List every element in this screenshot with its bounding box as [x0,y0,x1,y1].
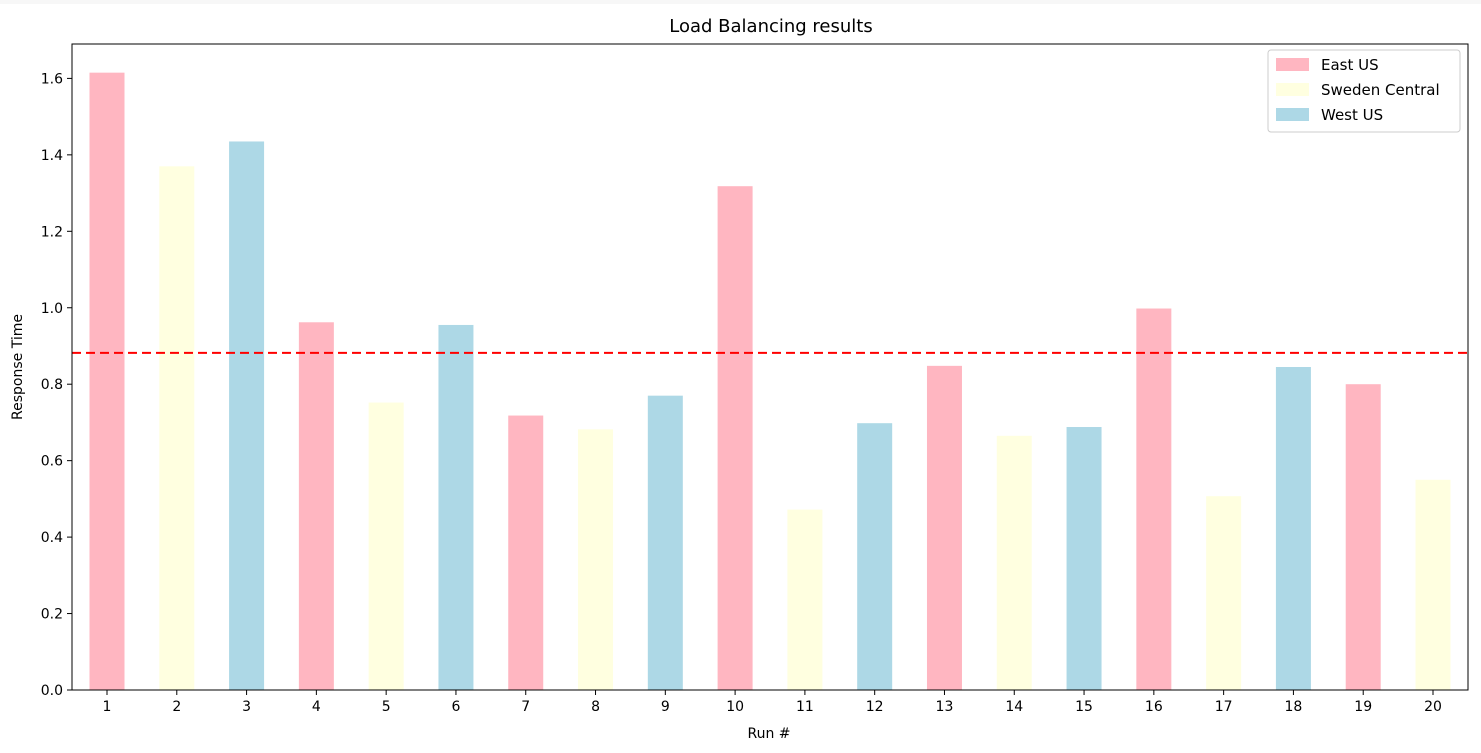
y-tick-label: 1.6 [41,71,63,87]
bar-run-7 [508,415,544,690]
x-axis-label: Run # [747,726,790,742]
legend-swatch [1276,108,1309,121]
x-tick-label: 19 [1354,699,1372,715]
bar-run-4 [298,322,334,690]
x-tick-label: 2 [172,699,181,715]
bar-run-15 [1066,427,1102,690]
chart-title: Load Balancing results [669,16,872,37]
y-tick-label: 0.4 [41,530,63,546]
y-tick-label: 0.2 [41,607,63,623]
bar-run-16 [1136,308,1172,690]
x-tick-label: 20 [1424,699,1442,715]
x-tick-label: 9 [661,699,670,715]
y-tick-label: 0.8 [41,377,63,393]
x-tick-label: 10 [726,699,744,715]
bar-run-19 [1345,384,1381,690]
bar-run-6 [438,324,474,690]
x-tick-label: 14 [1005,699,1023,715]
legend-frame [1267,49,1461,133]
y-tick-label: 1.4 [41,148,63,164]
y-tick-label: 1.0 [41,301,63,317]
x-tick-label: 4 [312,699,321,715]
legend-label: East US [1321,56,1379,74]
y-axis-label: Response Time [10,314,26,420]
x-tick-label: 12 [866,699,884,715]
bar-run-18 [1275,367,1311,690]
bar-run-10 [717,186,753,690]
bar-run-3 [229,141,265,690]
legend-swatch [1276,58,1309,71]
bar-run-8 [578,429,614,690]
x-axis: 1 2 3 4 5 6 7 8 9 10 11 12 13 14 15 16 17 18 19 20 [103,690,1442,715]
bar-run-17 [1206,496,1242,690]
x-tick-label: 11 [796,699,814,715]
x-tick-label: 1 [103,699,112,715]
x-tick-label: 7 [521,699,530,715]
bar-run-11 [787,509,823,690]
x-tick-label: 5 [382,699,391,715]
x-tick-label: 17 [1215,699,1233,715]
legend-label: West US [1321,106,1383,124]
plot-frame [71,43,1469,691]
legend: East US Sweden Central West US [1267,49,1461,133]
legend-swatch [1276,83,1309,96]
bar-run-1 [89,72,125,690]
x-tick-label: 6 [451,699,460,715]
bar-run-12 [857,423,893,690]
legend-label: Sweden Central [1321,81,1440,99]
bar-run-9 [647,395,683,690]
bar-run-13 [926,365,962,690]
bar-run-20 [1415,479,1451,690]
x-tick-label: 15 [1075,699,1093,715]
y-tick-label: 0.0 [41,683,63,699]
bars-group [89,72,1451,690]
bar-run-5 [368,402,404,690]
bar-run-14 [996,435,1032,690]
bar-run-2 [159,166,195,690]
x-tick-label: 18 [1285,699,1303,715]
x-tick-label: 3 [242,699,251,715]
x-tick-label: 16 [1145,699,1163,715]
x-tick-label: 8 [591,699,600,715]
x-tick-label: 13 [936,699,954,715]
y-axis: 0.0 0.2 0.4 0.6 0.8 1.0 1.2 1.4 1.6 [41,71,72,699]
y-tick-label: 1.2 [41,224,63,240]
y-tick-label: 0.6 [41,454,63,470]
